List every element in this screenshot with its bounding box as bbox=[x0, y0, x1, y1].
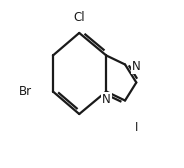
Text: N: N bbox=[132, 60, 141, 73]
Text: Cl: Cl bbox=[73, 11, 85, 24]
Text: Br: Br bbox=[19, 85, 32, 98]
Text: N: N bbox=[102, 93, 111, 106]
Text: I: I bbox=[135, 121, 138, 134]
